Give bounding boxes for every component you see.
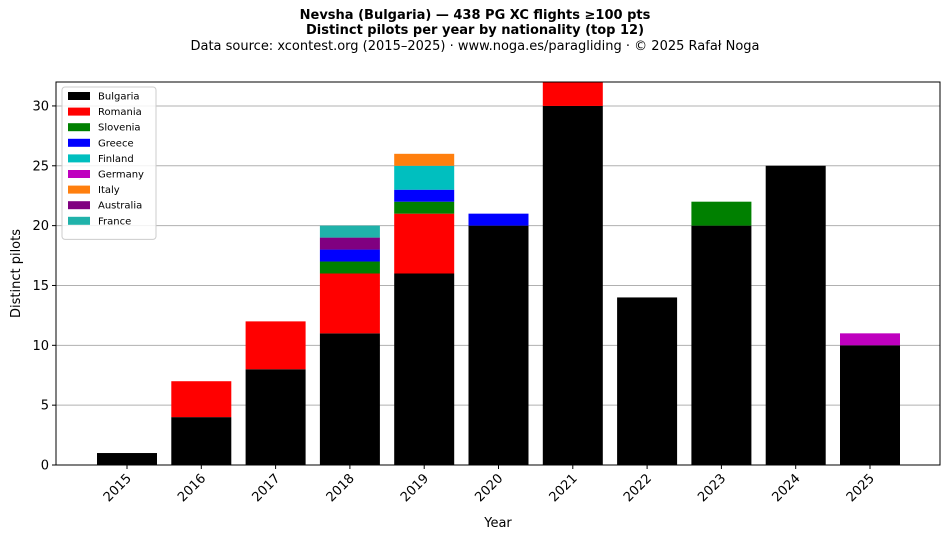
legend-label-bulgaria: Bulgaria [98,92,139,103]
x-tick-label: 2019 [398,471,432,505]
bar-segment-bulgaria-2021 [542,105,603,465]
y-tick-label: 20 [32,219,49,234]
y-tick-label: 10 [32,339,49,354]
legend-swatch-bulgaria [68,92,90,100]
legend-label-germany: Germany [98,170,144,181]
bar-segment-bulgaria-2015 [97,453,157,465]
legend-swatch-slovenia [68,123,90,132]
legend-label-australia: Australia [98,201,142,212]
y-tick-label: 15 [32,279,49,294]
legend-swatch-finland [68,154,90,163]
legend-label-italy: Italy [98,185,120,196]
legend-label-greece: Greece [98,138,134,149]
bar-segment-italy-2019 [394,153,455,166]
chart-titles: Nevsha (Bulgaria) — 438 PG XC flights ≥1… [0,8,950,55]
x-tick-label: 2018 [324,471,358,505]
bar-segment-bulgaria-2024 [765,165,826,465]
legend-label-slovenia: Slovenia [98,123,141,134]
y-tick-label: 25 [32,159,49,174]
bar-segment-finland-2019 [394,165,455,190]
x-tick-label: 2025 [844,471,878,505]
x-axis-label: Year [483,516,512,531]
bar-segment-greece-2019 [394,189,455,202]
legend-label-france: France [98,216,131,227]
x-tick-label: 2021 [547,471,581,505]
bar-segment-germany-2025 [840,333,900,346]
bar-segment-romania-2017 [245,321,306,370]
bar-segment-slovenia-2019 [394,201,455,214]
bar-segment-bulgaria-2023 [691,225,752,465]
bar-segment-romania-2021 [542,82,603,106]
bar-segment-bulgaria-2022 [617,297,678,465]
bar-segment-romania-2016 [171,381,232,418]
x-tick-label: 2016 [175,471,209,505]
bar-segment-slovenia-2023 [691,201,752,226]
bar-segment-australia-2018 [319,237,380,250]
bar-segment-bulgaria-2017 [245,369,306,465]
x-tick-label: 2020 [472,471,506,505]
y-axis-label: Distinct pilots [9,229,24,318]
y-axis: 0 5 10 15 20 25 30 [32,99,56,474]
x-tick-label: 2023 [695,471,729,505]
x-tick-label: 2022 [621,471,655,505]
legend: Bulgaria Romania Slovenia Greece Finland Germ… [61,86,157,240]
bar-segment-romania-2019 [394,213,455,274]
legend-swatch-germany [68,170,90,178]
legend-label-romania: Romania [98,107,142,118]
bars [97,82,900,465]
bar-segment-greece-2018 [319,249,380,262]
x-tick-label: 2015 [101,471,135,505]
chart-subtitle: Distinct pilots per year by nationality … [305,23,645,38]
bar-segment-bulgaria-2025 [840,345,900,465]
legend-swatch-greece [68,138,90,147]
x-tick-label: 2024 [770,471,804,505]
legend-swatch-romania [68,107,90,116]
bar-segment-romania-2018 [319,273,380,334]
legend-swatch-france [68,216,90,225]
bar-segment-bulgaria-2020 [468,225,529,465]
y-tick-label: 5 [41,399,49,414]
bar-segment-greece-2020 [468,213,529,226]
y-tick-label: 30 [32,99,49,114]
x-tick-label: 2017 [249,471,283,505]
bar-segment-bulgaria-2019 [394,273,455,465]
x-axis: 2015 2016 2017 2018 2019 2020 2021 2022 2023 2024… [101,465,878,505]
chart-source: Data source: xcontest.org (2015–2025) · … [190,39,760,54]
bar-segment-slovenia-2018 [319,261,380,274]
legend-swatch-australia [68,201,90,210]
y-tick-label: 0 [41,459,49,474]
bar-segment-france-2018 [319,225,380,238]
bar-segment-bulgaria-2018 [319,333,380,465]
bar-segment-bulgaria-2016 [171,417,232,465]
legend-swatch-italy [68,185,90,194]
legend-label-finland: Finland [98,154,134,165]
chart-title: Nevsha (Bulgaria) — 438 PG XC flights ≥1… [299,8,651,23]
